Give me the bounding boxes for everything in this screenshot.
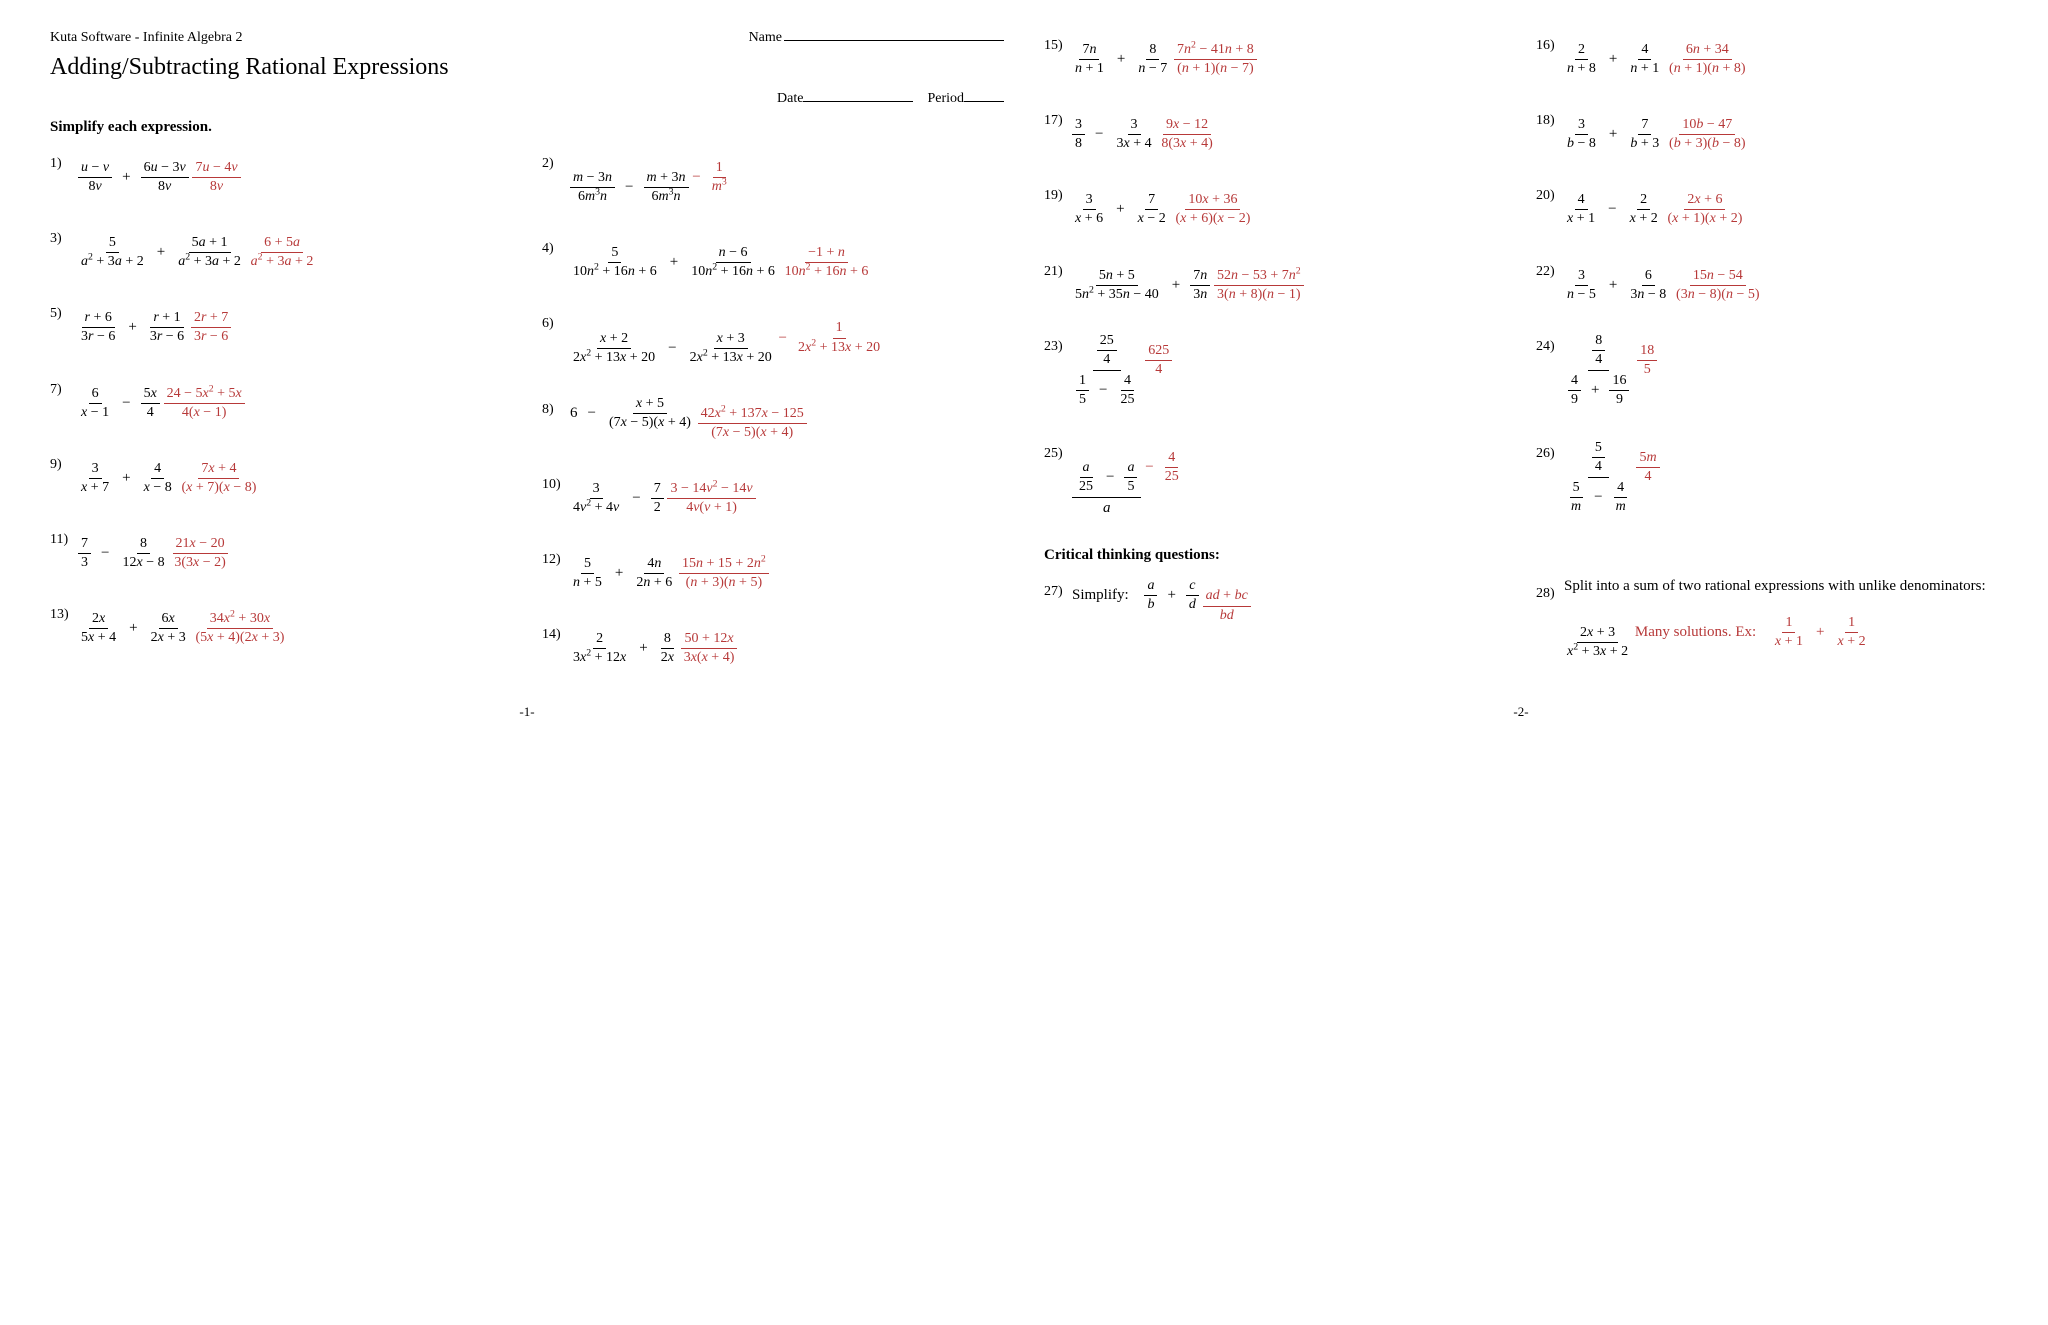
problem-14: 14) 23x2 + 12x + 82x 50 + 12x3x(x + 4) xyxy=(542,619,1004,666)
problem-12: 12) 5n + 5 + 4n2n + 6 15n + 15 + 2n2(n +… xyxy=(542,544,1004,591)
problem-15: 15) 7nn + 1 + 8n − 7 7n2 − 41n + 8(n + 1… xyxy=(1044,30,1506,77)
problem-26: 26) 54 5m − 4m 5m4 xyxy=(1536,438,1998,517)
problem-9: 9) 3x + 7 + 4x − 8 7x + 4(x + 7)(x − 8) xyxy=(50,449,512,496)
page-1: Kuta Software - Infinite Algebra 2 Name … xyxy=(50,30,1004,695)
problem-11: 11) 73 − 812x − 8 21x − 203(3x − 2) xyxy=(50,524,512,571)
problem-16: 16) 2n + 8 + 4n + 1 6n + 34(n + 1)(n + 8… xyxy=(1536,30,1998,77)
col-3: 15) 7nn + 1 + 8n − 7 7n2 − 41n + 8(n + 1… xyxy=(1044,30,1506,688)
critical-thinking-title: Critical thinking questions: xyxy=(1044,547,1506,564)
problem-5: 5) r + 63r − 6 + r + 13r − 6 2r + 73r − … xyxy=(50,298,512,345)
problems-columns-2: 15) 7nn + 1 + 8n − 7 7n2 − 41n + 8(n + 1… xyxy=(1044,30,1998,688)
problem-22: 22) 3n − 5 + 63n − 8 15n − 54(3n − 8)(n … xyxy=(1536,256,1998,303)
problem-21: 21) 5n + 55n2 + 35n − 40 + 7n3n 52n − 53… xyxy=(1044,256,1506,303)
col-2: 2) m − 3n6m3n − m + 3n6m3n − 1m3 4) xyxy=(542,148,1004,695)
problem-2: 2) m − 3n6m3n − m + 3n6m3n − 1m3 xyxy=(542,148,1004,205)
problem-18: 18) 3b − 8 + 7b + 3 10b − 47(b + 3)(b − … xyxy=(1536,105,1998,152)
problem-1: 1) u − v8v + 6u − 3v8v 7u − 4v8v xyxy=(50,148,512,195)
problem-19: 19) 3x + 6 + 7x − 2 10x + 36(x + 6)(x − … xyxy=(1044,180,1506,227)
problem-13: 13) 2x5x + 4 + 6x2x + 3 34x2 + 30x(5x + … xyxy=(50,599,512,646)
page-number-2: -2- xyxy=(1513,704,1528,720)
date-period: Date Period xyxy=(50,91,1004,107)
problem-20: 20) 4x + 1 − 2x + 2 2x + 6(x + 1)(x + 2) xyxy=(1536,180,1998,227)
problem-24: 24) 84 49 + 169 185 xyxy=(1536,331,1998,410)
problem-10: 10) 34v2 + 4v − 72 3 − 14v2 − 14v4v(v + … xyxy=(542,469,1004,516)
problem-8: 8) 6− x + 5(7x − 5)(x + 4) 42x2 + 137x −… xyxy=(542,394,1004,441)
worksheet: Kuta Software - Infinite Algebra 2 Name … xyxy=(50,30,1998,695)
worksheet-title: Adding/Subtracting Rational Expressions xyxy=(50,54,1004,81)
problem-23: 23) 254 15 − 425 6254 xyxy=(1044,331,1506,410)
name-field: Name xyxy=(749,30,1004,46)
problem-17: 17) 38 − 33x + 4 9x − 128(3x + 4) xyxy=(1044,105,1506,152)
col-4: 16) 2n + 8 + 4n + 1 6n + 34(n + 1)(n + 8… xyxy=(1536,30,1998,688)
problem-25: 25) a25 − a5 a − xyxy=(1044,438,1506,519)
col-1: 1) u − v8v + 6u − 3v8v 7u − 4v8v 3) xyxy=(50,148,512,695)
software-name: Kuta Software - Infinite Algebra 2 xyxy=(50,30,242,46)
header-row: Kuta Software - Infinite Algebra 2 Name xyxy=(50,30,1004,46)
problem-6: 6) x + 22x2 + 13x + 20 − x + 32x2 + 13x … xyxy=(542,308,1004,365)
instruction: Simplify each expression. xyxy=(50,119,1004,136)
problem-28: 28) Split into a sum of two rational exp… xyxy=(1536,578,1998,660)
problem-3: 3) 5a2 + 3a + 2 + 5a + 1a2 + 3a + 2 6 + … xyxy=(50,223,512,270)
problem-7: 7) 6x − 1 − 5x4 24 − 5x2 + 5x4(x − 1) xyxy=(50,374,512,421)
page-number-1: -1- xyxy=(519,704,534,720)
problem-4: 4) 510n2 + 16n + 6 + n − 610n2 + 16n + 6… xyxy=(542,233,1004,280)
problems-columns: 1) u − v8v + 6u − 3v8v 7u − 4v8v 3) xyxy=(50,148,1004,695)
problem-27: 27) Simplify: ab + cd ad + bcbd xyxy=(1044,576,1506,623)
page-2: 15) 7nn + 1 + 8n − 7 7n2 − 41n + 8(n + 1… xyxy=(1044,30,1998,695)
